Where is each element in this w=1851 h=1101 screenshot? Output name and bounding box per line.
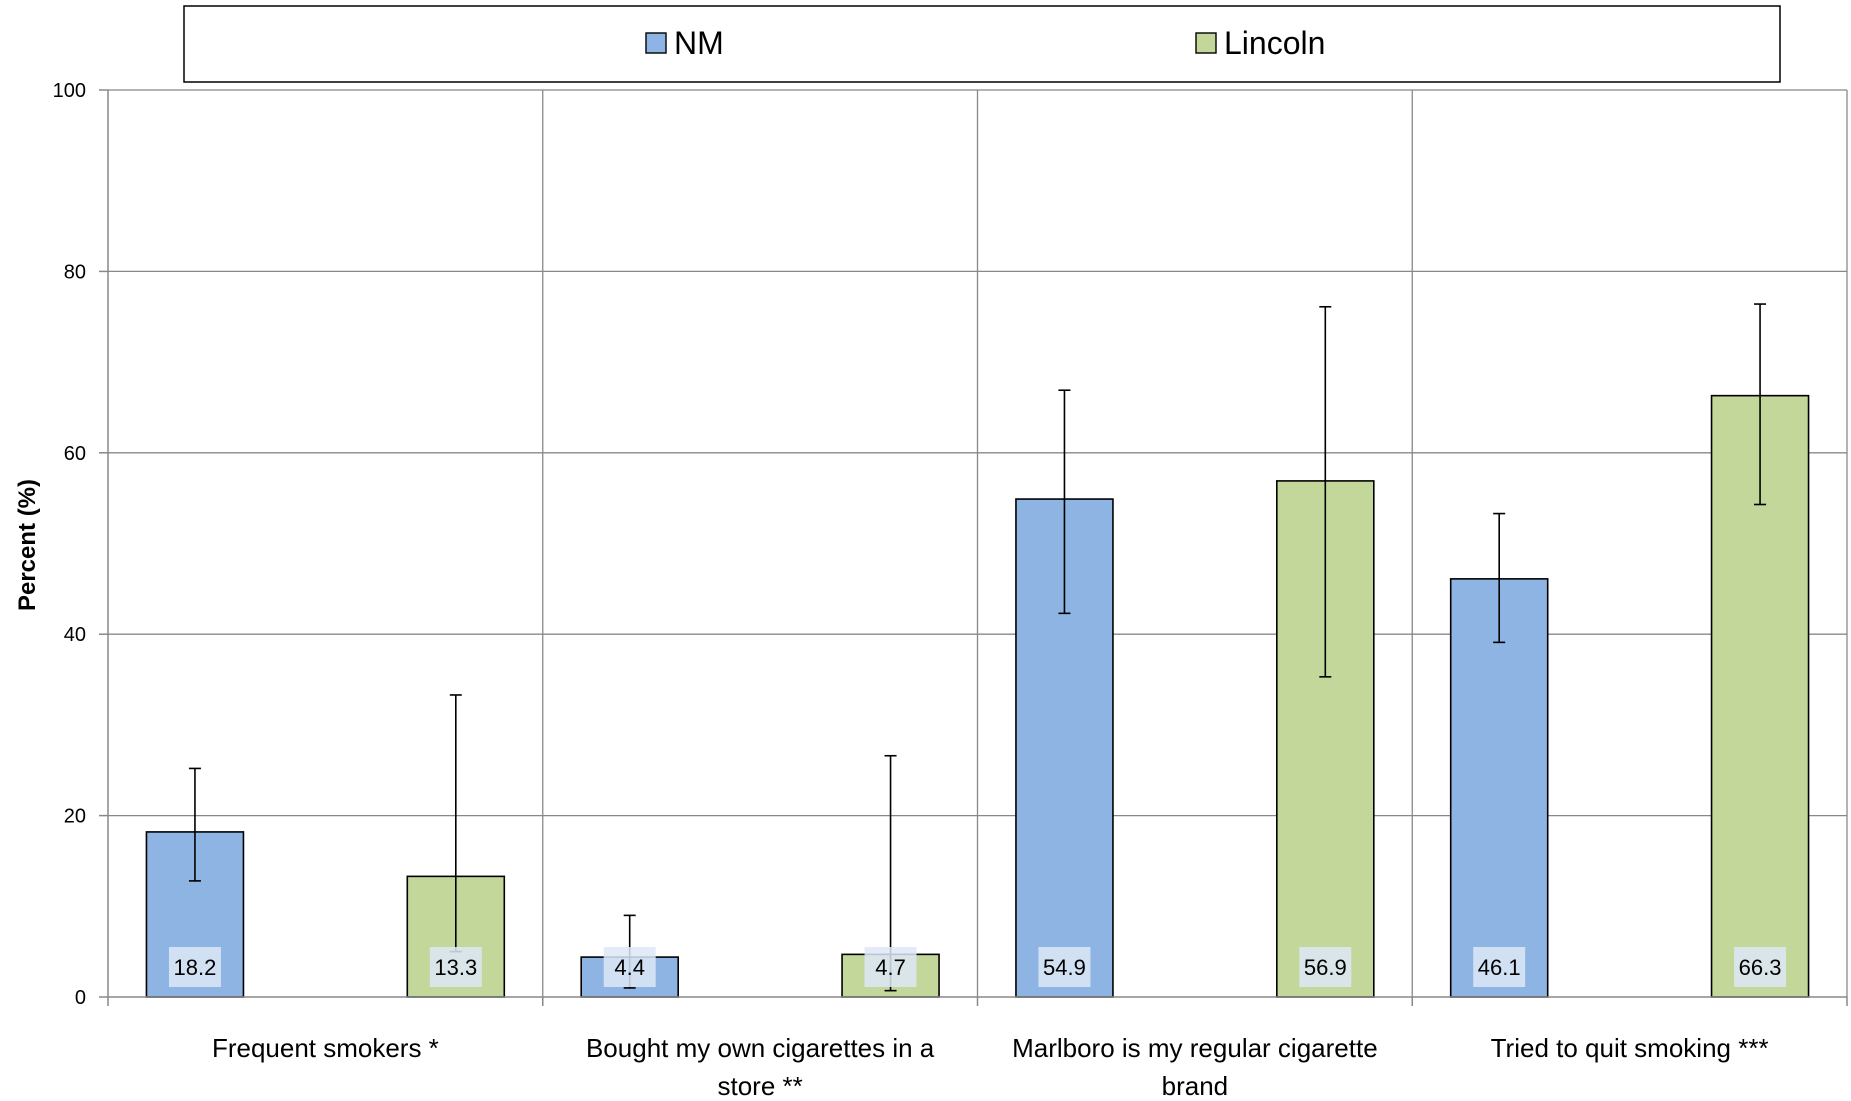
data-label: 4.7 [875,955,906,980]
data-label: 18.2 [174,955,217,980]
data-label: 54.9 [1043,955,1086,980]
data-label: 66.3 [1739,955,1782,980]
category-label: store ** [717,1071,802,1101]
legend-label-nm: NM [674,25,724,61]
data-label: 46.1 [1478,955,1521,980]
data-label-box [168,947,221,987]
y-tick-label: 80 [64,261,86,283]
gridlines [108,89,1848,997]
data-label-box [1734,947,1787,987]
data-label: 4.4 [614,955,645,980]
data-label-box [1038,947,1091,987]
labels: 0 20 40 60 80 100 18.2 4.4 54.9 46.1 13.3 4.7 56.9 66… [53,80,1787,1101]
data-label: 56.9 [1304,955,1347,980]
data-label-box [603,947,656,987]
data-label-box [864,947,917,987]
y-tick-label: 100 [53,80,86,102]
category-label: Frequent smokers * [212,1033,439,1063]
category-label: Marlboro is my regular cigarette [1012,1033,1378,1063]
legend-swatch-nm [645,32,667,54]
category-label: Bought my own cigarettes in a [586,1033,935,1063]
axes [99,89,1848,1006]
legend-box [183,5,1781,83]
y-tick-label: 60 [64,443,86,465]
data-label-box [1473,947,1526,987]
data-label-box [1299,947,1352,987]
category-label: brand [1162,1071,1229,1101]
legend: NM Lincoln [645,25,1325,61]
legend-swatch-lincoln [1195,32,1217,54]
legend-label-lincoln: Lincoln [1224,25,1325,61]
y-tick-label: 0 [75,987,86,1009]
y-axis-title: Percent (%) [14,479,41,611]
data-label-box [429,947,482,987]
y-tick-label: 20 [64,806,86,828]
data-label: 13.3 [434,955,477,980]
category-label: Tried to quit smoking *** [1491,1033,1769,1063]
y-tick-label: 40 [64,624,86,646]
